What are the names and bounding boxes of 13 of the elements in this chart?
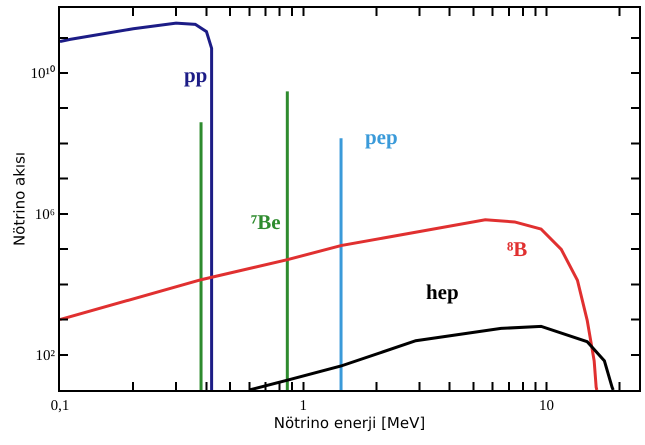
y-tick-label: 10⁶ xyxy=(34,207,55,224)
y-tick-label: 10² xyxy=(36,348,56,364)
series-label: pep xyxy=(365,125,398,149)
series-label: ⁷Be xyxy=(251,210,281,234)
series-label: pp xyxy=(184,63,208,87)
y-tick-label: 10¹⁰ xyxy=(30,65,55,82)
x-tick-label: 0,1 xyxy=(50,398,70,414)
x-tick-label: 1 xyxy=(300,398,308,414)
x-tick-label: 10 xyxy=(539,398,554,414)
series-label: hep xyxy=(426,280,459,304)
series-label: ⁸B xyxy=(507,237,528,261)
y-axis-title: Nötrino akısı xyxy=(10,152,28,246)
x-axis-title: Nötrino enerji [MeV] xyxy=(274,414,426,432)
